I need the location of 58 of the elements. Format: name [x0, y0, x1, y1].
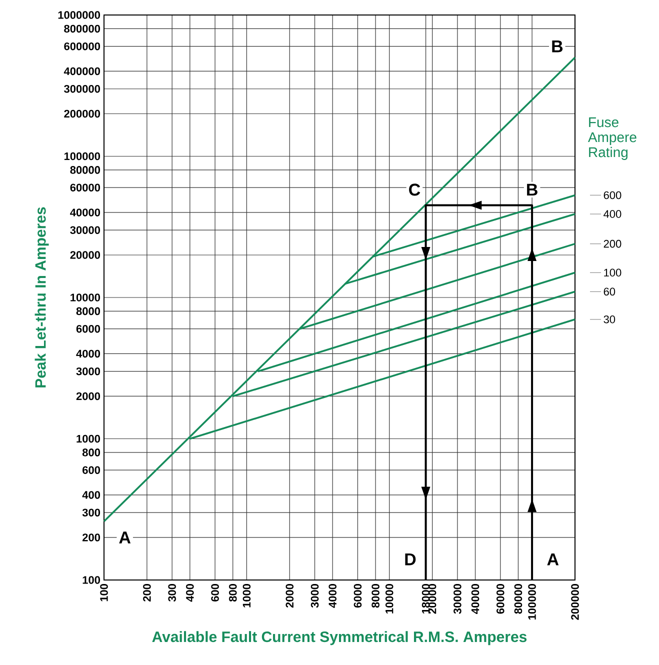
x-tick-label: 200000	[571, 584, 579, 620]
x-tick-label: 600	[211, 584, 219, 602]
annotation: B	[552, 40, 563, 52]
x-tick-label: 80000	[514, 584, 522, 614]
x-tick-label: 10000	[385, 584, 394, 614]
text: 100	[604, 268, 622, 277]
annotation: A	[547, 554, 559, 566]
y-tick-label: 200	[82, 534, 100, 542]
annotation: A	[119, 532, 131, 544]
y-tick-label: 1000	[76, 434, 100, 443]
y-tick-label: 100000	[64, 152, 100, 160]
y-tick-label: 1000000	[58, 11, 100, 19]
x-tick-label: 300	[168, 584, 176, 602]
legend-title: Fuse Ampere Rating	[588, 117, 636, 160]
y-tick-label: 8000	[76, 307, 100, 316]
y-tick-label: 40000	[70, 208, 100, 216]
y-tick-label: 800	[82, 448, 100, 456]
y-tick-label: 800000	[64, 24, 100, 33]
y-tick-label: 200000	[64, 110, 100, 118]
y-tick-label: 600	[82, 466, 100, 474]
x-tick-label: 6000	[354, 584, 362, 608]
x-tick-label: 1000	[242, 584, 251, 608]
y-tick-label: 2000	[76, 392, 100, 400]
text: 60	[604, 288, 616, 296]
y-tick-label: 300000	[64, 84, 100, 93]
text: 400	[604, 210, 622, 218]
y-axis-title: Peak Let-thru In Amperes	[34, 207, 49, 388]
x-tick-label: 800	[228, 584, 237, 602]
x-axis-title: Available Fault Current Symmetrical R.M.S. Amperes	[152, 631, 527, 646]
text: 200	[604, 240, 622, 248]
y-tick-label: 30000	[70, 226, 100, 234]
text: 600	[604, 191, 622, 200]
x-tick-label: 400	[186, 584, 194, 602]
x-tick-label: 60000	[496, 584, 504, 614]
x-tick-label: 30000	[454, 584, 462, 614]
y-tick-label: 300	[82, 508, 100, 517]
y-tick-label: 100	[82, 576, 100, 584]
x-tick-label: 100000	[528, 584, 536, 620]
y-tick-label: 6000	[76, 324, 100, 333]
x-tick-label: 8000	[372, 584, 380, 608]
x-tick-label: 2000	[286, 584, 294, 608]
y-tick-label: 20000	[70, 251, 100, 259]
y-tick-label: 400000	[64, 67, 100, 76]
y-tick-label: 80000	[70, 166, 100, 174]
y-tick-label: 10000	[70, 294, 100, 302]
y-tick-label: 4000	[76, 350, 100, 358]
text: 30	[604, 316, 616, 324]
x-tick-label: 3000	[310, 584, 319, 608]
x-tick-label: 40000	[471, 584, 480, 614]
annotation: C	[409, 184, 420, 196]
y-tick-label: 60000	[70, 184, 100, 192]
y-tick-label: 3000	[76, 367, 100, 376]
annotation: D	[405, 554, 416, 566]
y-tick-label: 400	[82, 491, 100, 499]
y-tick-label: 600000	[64, 42, 100, 50]
x-tick-label: 200	[143, 584, 151, 602]
x-tick-label: 4000	[328, 584, 336, 608]
annotation: B	[527, 184, 538, 196]
